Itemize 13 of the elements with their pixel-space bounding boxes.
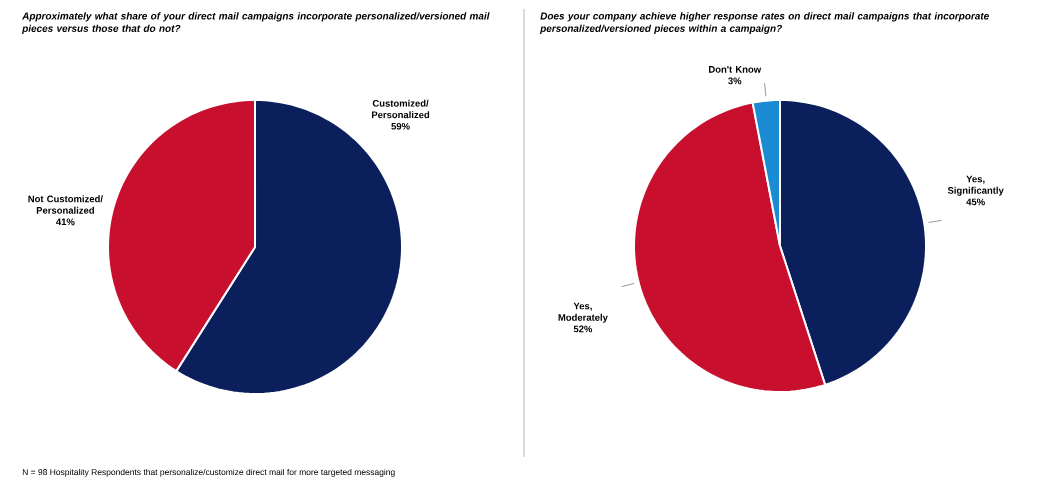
data-label: 45% <box>966 198 985 206</box>
data-label: 3% <box>728 77 742 85</box>
text: N = 98 Hospitality Respondents that personalize/customize direct mail for more targeted messaging <box>22 468 395 477</box>
slice-label: Don't Know <box>709 66 762 73</box>
chart-title: Approximately what share of your direct mail campaigns incorporate personalized/versioned mail pieces versus those that do not? <box>21 12 490 34</box>
slice-label: Yes, Significantly <box>947 175 1004 196</box>
slice-label: Not Customized/ Personalized <box>28 195 103 214</box>
slice-label: Customized/ Personalized <box>371 99 430 119</box>
chart-title: Does your company achieve higher response rates on direct mail campaigns that incorporate personalized/versioned pieces within a campaign? <box>539 12 989 34</box>
slice-label: Yes, Moderately <box>558 302 608 323</box>
data-label: 41% <box>56 218 75 226</box>
data-label: 59% <box>391 122 410 130</box>
data-label: 52% <box>573 325 593 333</box>
